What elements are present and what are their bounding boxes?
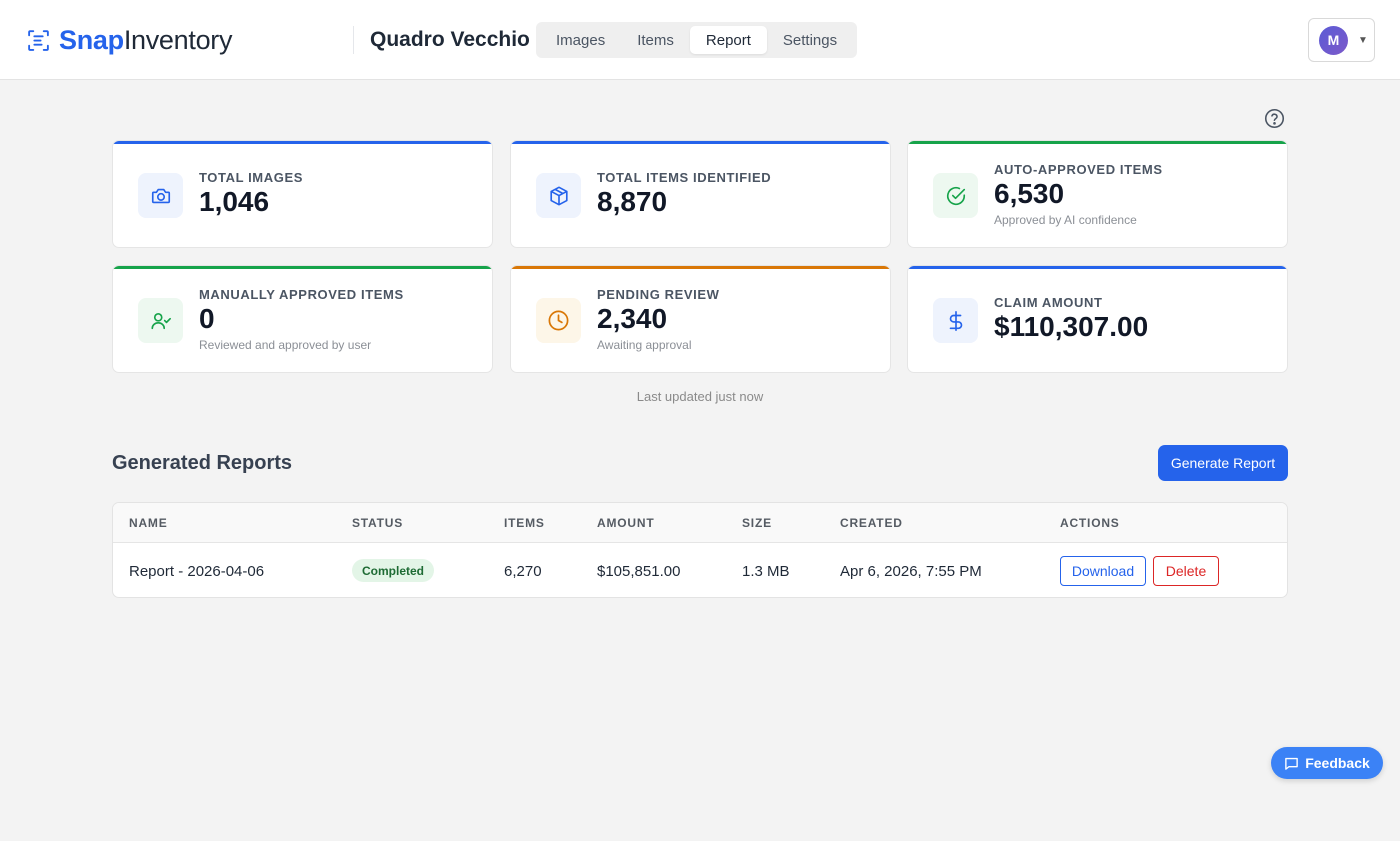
status-badge: Completed <box>352 559 435 582</box>
stat-card-auto-approved: AUTO-APPROVED ITEMS 6,530 Approved by AI… <box>907 140 1288 248</box>
report-amount: $105,851.00 <box>597 563 681 580</box>
delete-button[interactable]: Delete <box>1153 556 1219 586</box>
clock-icon <box>548 310 569 331</box>
help-circle-icon[interactable] <box>1264 108 1285 129</box>
stat-value: 1,046 <box>199 186 270 217</box>
feedback-button[interactable]: Feedback <box>1271 747 1383 779</box>
header-divider <box>353 26 354 54</box>
column-header-amount: AMOUNT <box>597 516 655 530</box>
avatar: M <box>1319 25 1348 55</box>
column-header-status: STATUS <box>352 516 404 530</box>
stat-icon-box <box>536 173 581 218</box>
stat-value: 2,340 <box>597 302 668 334</box>
column-header-name: NAME <box>129 516 168 530</box>
app-logo-text: SnapInventory <box>59 24 233 55</box>
column-header-items: ITEMS <box>504 516 545 530</box>
stat-value: 6,530 <box>994 177 1065 209</box>
stat-icon-box <box>138 173 183 218</box>
stat-subtext: Awaiting approval <box>597 337 692 352</box>
tab-settings[interactable]: Settings <box>782 31 838 49</box>
last-updated-text: Last updated just now <box>636 389 764 404</box>
report-created: Apr 6, 2026, 7:55 PM <box>840 563 982 580</box>
stat-value: 8,870 <box>597 186 668 217</box>
reports-table: NAME STATUS ITEMS AMOUNT SIZE CREATED AC… <box>112 502 1288 598</box>
stat-label: TOTAL IMAGES <box>199 170 303 185</box>
box-icon <box>549 185 568 206</box>
tab-items[interactable]: Items <box>637 31 674 49</box>
dollar-icon <box>949 310 962 331</box>
stat-label: TOTAL ITEMS IDENTIFIED <box>597 170 772 185</box>
stat-icon-box <box>933 173 978 218</box>
app-header: SnapInventory Quadro Vecchio Images Item… <box>0 0 1400 80</box>
tab-report[interactable]: Report <box>689 26 767 54</box>
stat-label: AUTO-APPROVED ITEMS <box>994 161 1163 177</box>
chevron-down-icon: ▼ <box>1358 34 1368 46</box>
stat-label: MANUALLY APPROVED ITEMS <box>199 286 404 302</box>
stat-label: CLAIM AMOUNT <box>994 295 1103 310</box>
stat-card-total-items: TOTAL ITEMS IDENTIFIED 8,870 <box>510 140 891 248</box>
scan-document-icon <box>28 29 49 51</box>
report-name: Report - 2026-04-06 <box>129 563 265 580</box>
report-size: 1.3 MB <box>742 563 790 580</box>
feedback-label: Feedback <box>1305 755 1370 771</box>
stat-icon-box <box>536 298 581 343</box>
stat-card-claim-amount: CLAIM AMOUNT $110,307.00 <box>907 265 1288 373</box>
app-logo[interactable]: SnapInventory <box>26 24 232 56</box>
column-header-actions: ACTIONS <box>1060 516 1120 530</box>
stat-label: PENDING REVIEW <box>597 286 720 302</box>
download-button[interactable]: Download <box>1060 556 1146 586</box>
main-tabs: Images Items Report Settings <box>536 22 858 58</box>
check-circle-icon <box>946 186 965 205</box>
tab-images[interactable]: Images <box>556 31 606 49</box>
message-square-icon <box>1285 757 1299 770</box>
stat-subtext: Reviewed and approved by user <box>199 337 372 352</box>
generate-report-button[interactable]: Generate Report <box>1158 445 1288 481</box>
stat-subtext: Approved by AI confidence <box>994 212 1137 227</box>
user-menu-button[interactable]: M ▼ <box>1308 18 1375 62</box>
stat-icon-box <box>933 298 978 343</box>
user-check-icon <box>150 312 171 329</box>
stat-card-total-images: TOTAL IMAGES 1,046 <box>112 140 493 248</box>
project-name: Quadro Vecchio <box>370 28 530 51</box>
report-items: 6,270 <box>504 563 542 580</box>
column-header-size: SIZE <box>742 516 772 530</box>
column-header-created: CREATED <box>840 516 903 530</box>
stat-value: $110,307.00 <box>994 311 1149 342</box>
table-header: NAME STATUS ITEMS AMOUNT SIZE CREATED AC… <box>113 503 1287 543</box>
stat-card-manually-approved: MANUALLY APPROVED ITEMS 0 Reviewed and a… <box>112 265 493 373</box>
stat-value: 0 <box>199 302 215 334</box>
table-row: Report - 2026-04-06 Completed 6,270 $105… <box>113 543 1287 597</box>
stat-card-pending-review: PENDING REVIEW 2,340 Awaiting approval <box>510 265 891 373</box>
camera-icon <box>151 188 170 203</box>
section-title-reports: Generated Reports <box>112 452 293 474</box>
stat-icon-box <box>138 298 183 343</box>
